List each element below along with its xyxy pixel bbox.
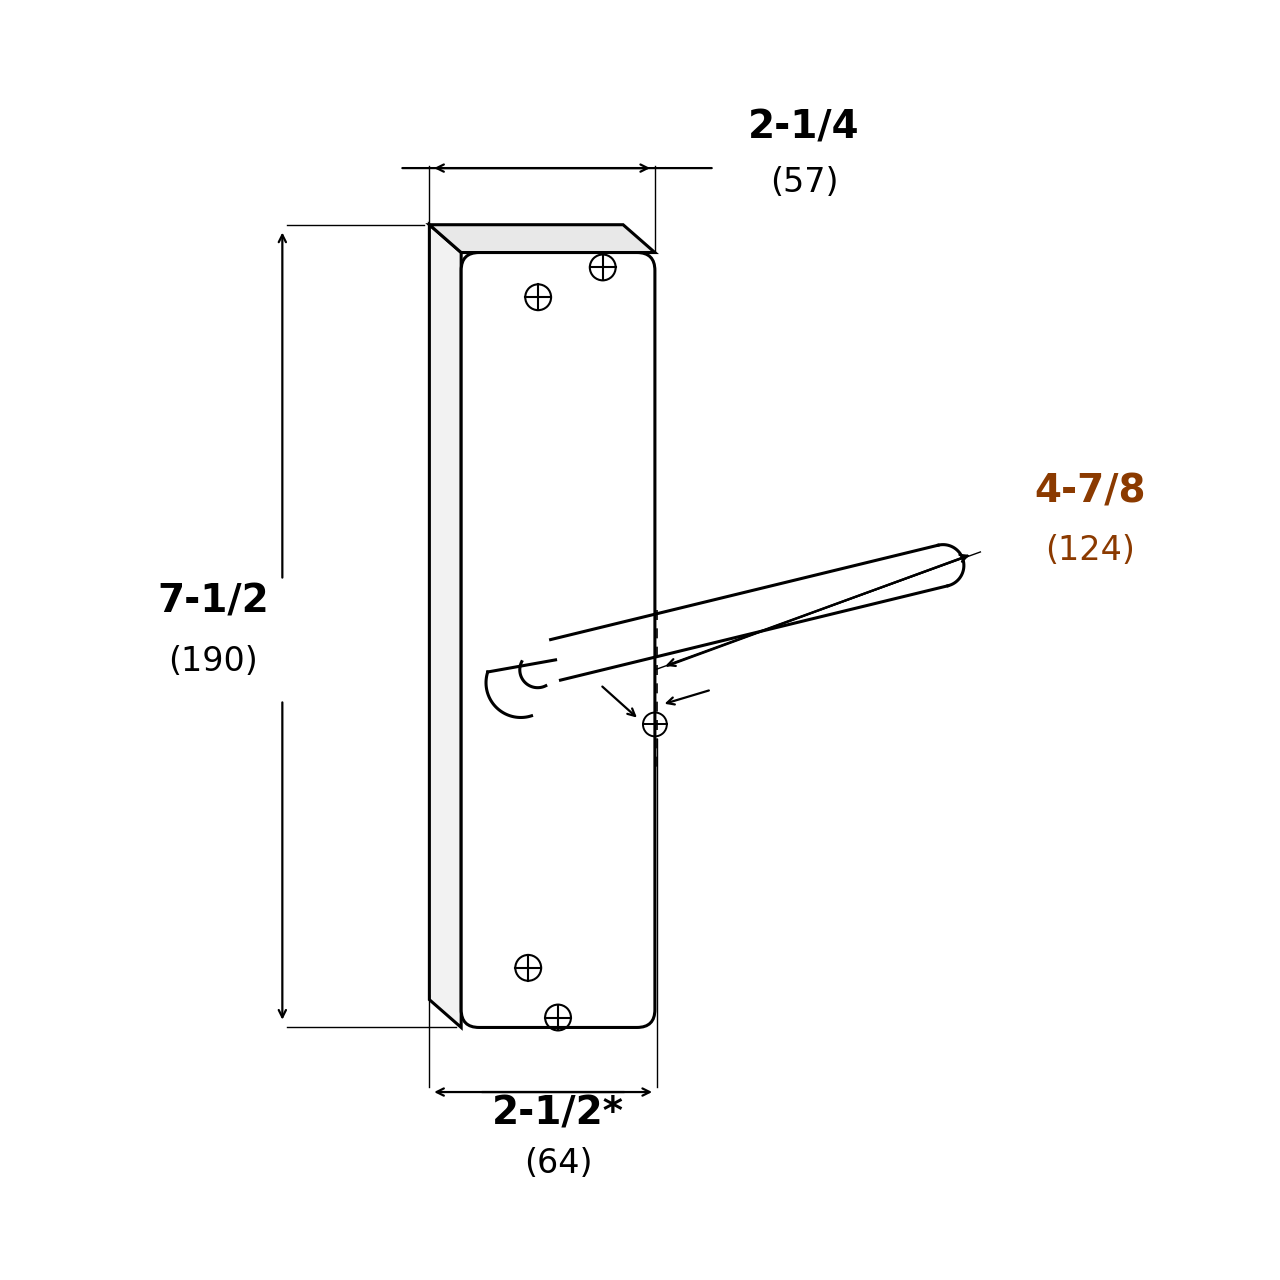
FancyBboxPatch shape — [461, 252, 655, 1028]
Text: 7-1/2: 7-1/2 — [157, 582, 269, 620]
Text: 4-7/8: 4-7/8 — [1034, 472, 1146, 511]
Text: 2-1/4: 2-1/4 — [748, 109, 860, 146]
Text: (124): (124) — [1044, 534, 1134, 567]
Polygon shape — [429, 225, 655, 252]
Text: 2-1/2*: 2-1/2* — [492, 1094, 625, 1132]
Text: (57): (57) — [769, 166, 838, 200]
Text: (190): (190) — [168, 645, 257, 678]
Text: (64): (64) — [524, 1147, 593, 1180]
Polygon shape — [429, 225, 461, 1028]
